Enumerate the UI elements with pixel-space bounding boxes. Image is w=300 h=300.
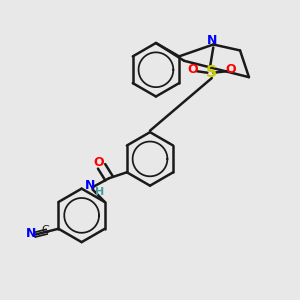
Text: S: S <box>206 65 217 80</box>
Text: N: N <box>85 179 95 192</box>
Text: C: C <box>41 225 49 235</box>
Text: O: O <box>226 63 236 76</box>
Text: N: N <box>26 227 36 240</box>
Text: O: O <box>187 63 198 76</box>
Text: N: N <box>207 34 217 46</box>
Text: O: O <box>93 156 104 169</box>
Text: H: H <box>94 187 104 196</box>
